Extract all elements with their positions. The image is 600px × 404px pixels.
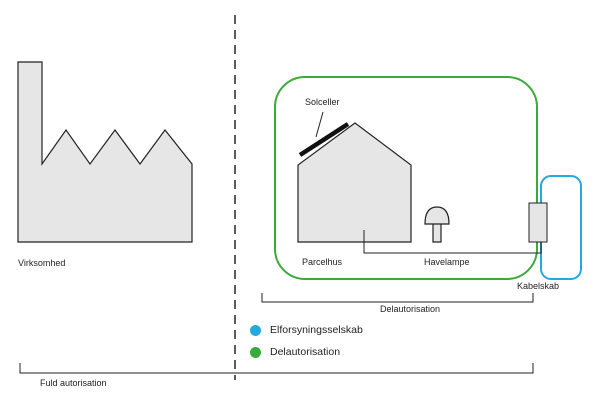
fuld-autorisation-bracket — [19, 363, 534, 374]
garden-lamp-icon — [424, 206, 450, 243]
legend-label-delautorisation: Delautorisation — [270, 346, 341, 358]
house-icon — [297, 122, 412, 243]
label-kabelskab: Kabelskab — [517, 281, 560, 291]
label-fuld-autorisation: Fuld autorisation — [40, 378, 107, 388]
legend-dot-delautorisation — [250, 347, 261, 358]
label-havelampe: Havelampe — [424, 257, 470, 267]
cable-cabinet-icon — [528, 202, 548, 243]
label-solceller: Solceller — [305, 97, 340, 107]
solar-leader-line — [315, 111, 324, 138]
delautorisation-boundary — [274, 76, 538, 280]
delautorisation-bracket — [261, 293, 534, 303]
label-virksomhed: Virksomhed — [18, 258, 66, 268]
solar-panel — [298, 122, 350, 157]
legend-label-elforsyningsselskab: Elforsyningsselskab — [270, 324, 363, 336]
legend-dot-elforsyningsselskab — [250, 325, 261, 336]
label-parcelhus: Parcelhus — [302, 257, 343, 267]
label-delautorisation: Delautorisation — [380, 304, 441, 314]
factory-icon — [17, 61, 193, 243]
